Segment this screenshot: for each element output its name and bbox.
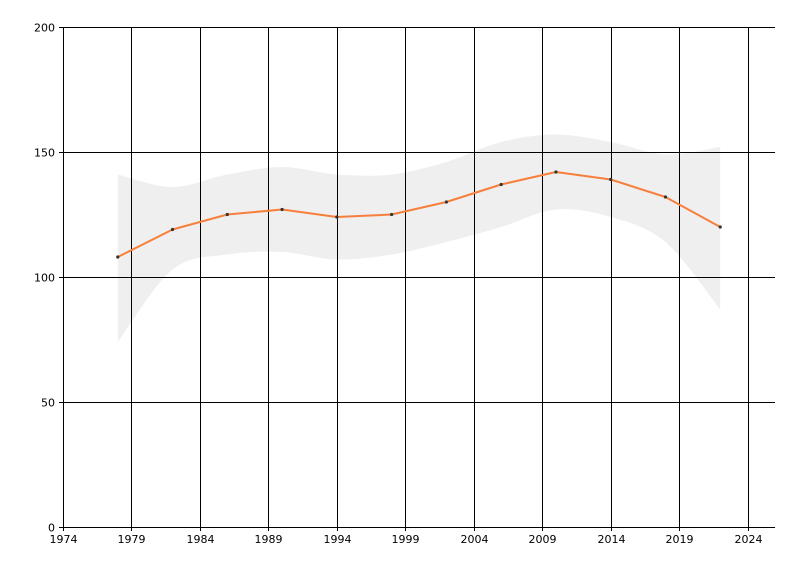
x-tick-label: 1979 bbox=[118, 533, 146, 546]
points-layer bbox=[116, 170, 722, 259]
data-point bbox=[499, 182, 503, 187]
series-layer bbox=[117, 171, 721, 258]
series-line bbox=[117, 171, 721, 258]
data-point bbox=[116, 255, 120, 259]
data-point bbox=[225, 212, 229, 217]
x-tick-label: 1989 bbox=[255, 533, 283, 546]
x-tick-label: 2019 bbox=[666, 533, 694, 546]
confidence-band bbox=[117, 134, 721, 342]
axis-layer bbox=[59, 27, 775, 531]
data-point bbox=[390, 212, 394, 217]
data-point bbox=[718, 225, 722, 229]
x-tick-label: 1999 bbox=[392, 533, 420, 546]
y-tick-label: 200 bbox=[34, 22, 55, 35]
x-tick-label: 2009 bbox=[529, 533, 557, 546]
y-tick-label: 150 bbox=[34, 147, 55, 160]
data-point bbox=[554, 170, 558, 174]
data-point bbox=[663, 195, 668, 199]
y-tick-label: 100 bbox=[34, 272, 55, 285]
grid-layer bbox=[59, 27, 775, 531]
confidence-band-layer bbox=[117, 134, 721, 342]
x-tick-label: 2014 bbox=[598, 533, 626, 546]
tick-label-layer: 1974 1979 1984 1989 1994 1999 2004 2009 2014 2019… bbox=[34, 22, 763, 547]
x-tick-label: 1994 bbox=[324, 533, 352, 546]
y-tick-label: 0 bbox=[48, 522, 55, 535]
data-point bbox=[280, 207, 284, 212]
x-tick-label: 2024 bbox=[735, 533, 763, 546]
x-tick-label: 1984 bbox=[187, 533, 215, 546]
y-tick-label: 50 bbox=[41, 397, 55, 410]
data-point bbox=[335, 215, 339, 219]
x-tick-label: 2004 bbox=[461, 533, 489, 546]
data-point bbox=[609, 177, 613, 182]
data-point bbox=[170, 227, 175, 232]
x-tick-label: 1974 bbox=[50, 533, 78, 546]
data-point bbox=[444, 200, 448, 204]
